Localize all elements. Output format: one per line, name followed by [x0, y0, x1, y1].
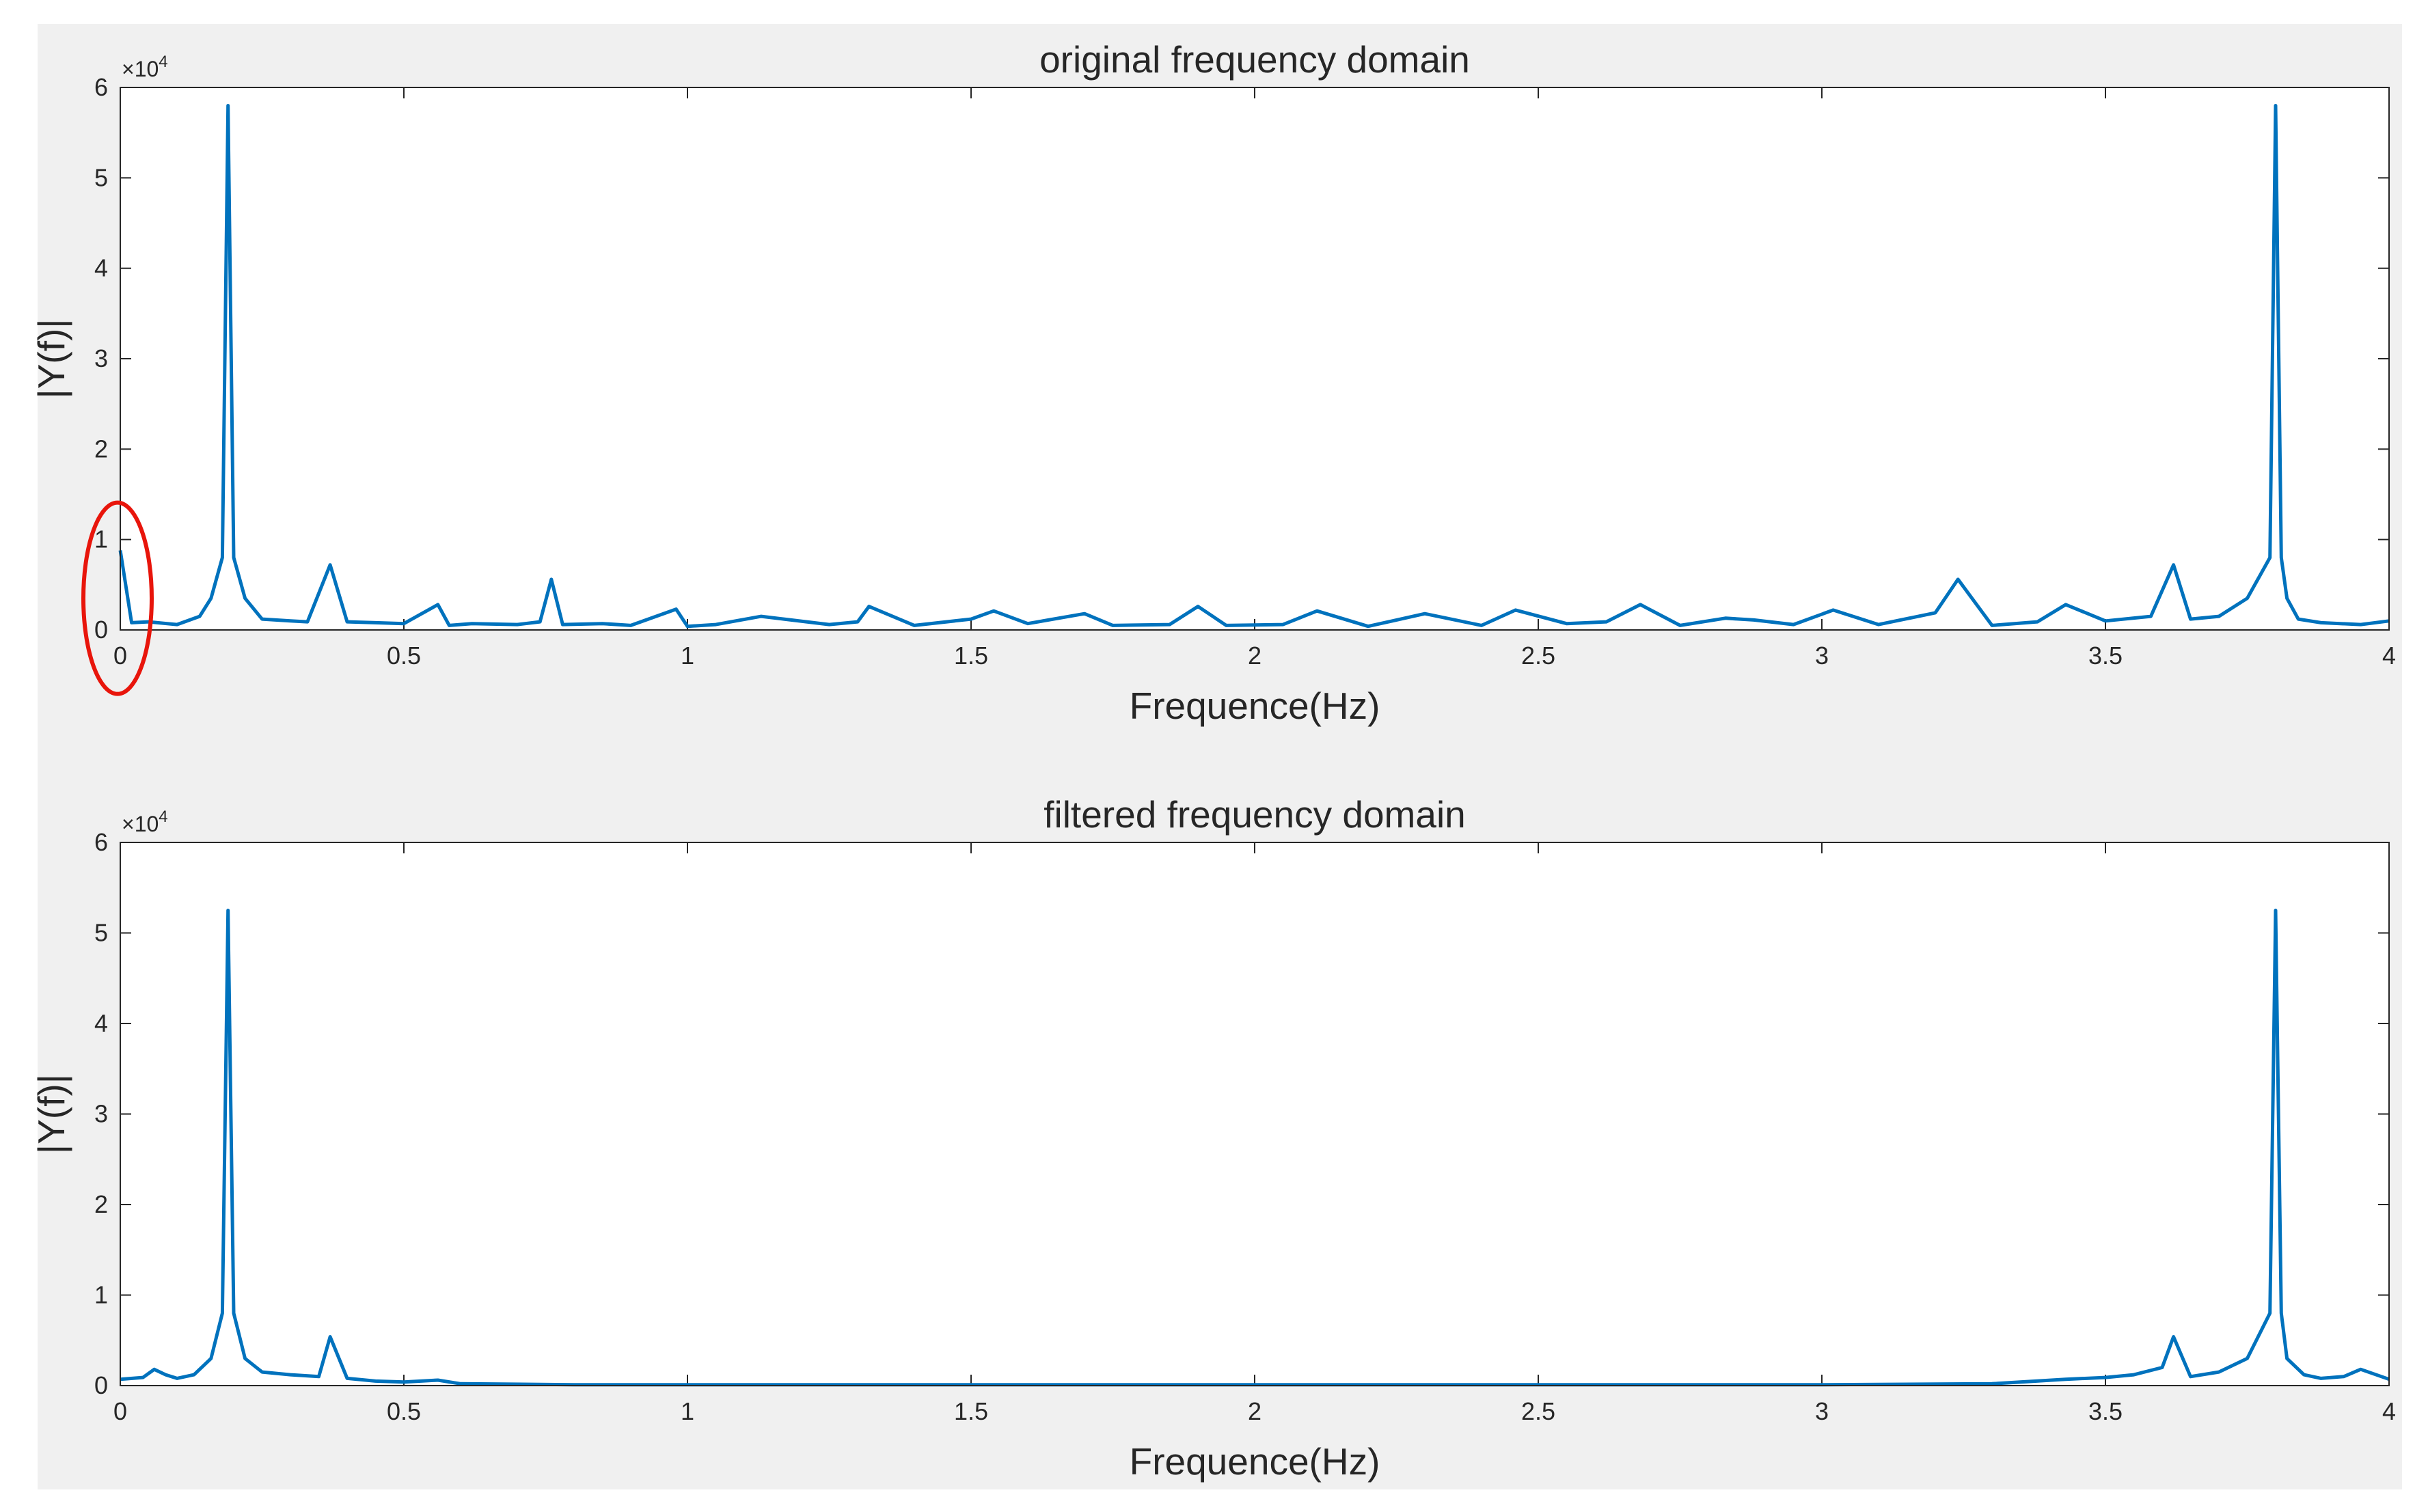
- y-tick-label: 1: [94, 1281, 108, 1309]
- x-axis-label: Frequence(Hz): [1130, 1440, 1380, 1483]
- x-tick-label: 3: [1815, 642, 1829, 670]
- y-axis-label: |Y(f)|: [30, 318, 72, 398]
- x-tick-label: 1.5: [954, 642, 988, 670]
- y-tick-label: 6: [94, 73, 108, 101]
- y-tick-label: 1: [94, 525, 108, 553]
- x-tick-label: 3.5: [2088, 642, 2123, 670]
- axes-frame: [120, 87, 2390, 631]
- x-tick-label: 2: [1248, 1397, 1261, 1425]
- y-tick-label: 0: [94, 616, 108, 644]
- axes-background: [120, 842, 2389, 1386]
- x-tick-label: 0: [113, 642, 127, 670]
- x-tick-label: 2: [1248, 642, 1261, 670]
- x-tick-label: 4: [2382, 1397, 2396, 1425]
- y-tick-label: 2: [94, 1190, 108, 1218]
- chart-title: original frequency domain: [1039, 38, 1470, 81]
- x-tick-label: 4: [2382, 642, 2396, 670]
- y-tick-label: 6: [94, 828, 108, 856]
- x-tick-label: 3.5: [2088, 1397, 2123, 1425]
- x-tick-label: 2.5: [1521, 642, 1555, 670]
- y-tick-label: 4: [94, 254, 108, 282]
- y-exponent-base: ×10: [122, 812, 159, 836]
- y-exponent-power: 4: [159, 808, 167, 826]
- x-tick-label: 0: [113, 1397, 127, 1425]
- series-group: [120, 908, 2390, 1387]
- x-tick-label: 1.5: [954, 1397, 988, 1425]
- series-line-0: [118, 104, 2390, 629]
- axes-frame: [120, 842, 2390, 1386]
- x-axis-label: Frequence(Hz): [1130, 685, 1380, 727]
- dc-component-highlight-ellipse: [81, 500, 154, 696]
- x-tick-label: 3: [1815, 1397, 1829, 1425]
- series-group: [118, 104, 2390, 629]
- tick-group: 0 0.5 1 1.5 2 2.5 3 3.5 4 0 1 2 3 4 5 6: [94, 73, 2396, 670]
- y-tick-label: 5: [94, 919, 108, 947]
- x-tick-label: 1: [681, 642, 694, 670]
- subplot-filtered: filtered frequency domain Frequence(Hz) …: [30, 793, 2396, 1483]
- y-exponent-power: 4: [159, 53, 167, 71]
- x-tick-label: 2.5: [1521, 1397, 1555, 1425]
- subplot-original: original frequency domain Frequence(Hz) …: [30, 38, 2396, 727]
- x-tick-label: 0.5: [387, 1397, 421, 1425]
- y-exponent-base: ×10: [122, 57, 159, 81]
- tick-group: 0 0.5 1 1.5 2 2.5 3 3.5 4 0 1 2 3 4 5 6: [94, 828, 2396, 1425]
- axes-background: [120, 87, 2389, 630]
- y-tick-label: 5: [94, 163, 108, 191]
- y-tick-label: 0: [94, 1371, 108, 1399]
- y-tick-label: 2: [94, 435, 108, 463]
- y-tick-label: 3: [94, 344, 108, 372]
- y-tick-label: 3: [94, 1100, 108, 1128]
- chart-title: filtered frequency domain: [1044, 793, 1466, 836]
- y-tick-label: 4: [94, 1009, 108, 1037]
- y-axis-exponent: ×104: [122, 53, 168, 81]
- y-axis-label: |Y(f)|: [30, 1074, 72, 1154]
- series-line-0: [120, 908, 2390, 1387]
- x-tick-label: 0.5: [387, 642, 421, 670]
- x-tick-label: 1: [681, 1397, 694, 1425]
- y-axis-exponent: ×104: [122, 808, 168, 836]
